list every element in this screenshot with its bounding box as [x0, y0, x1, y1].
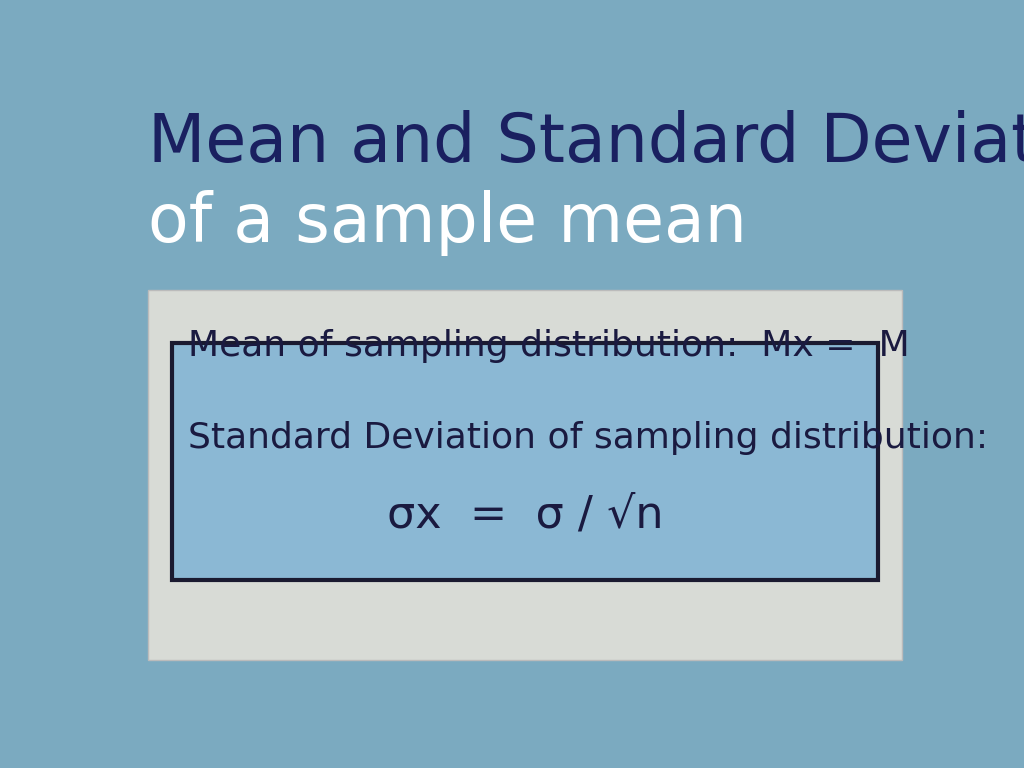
- Text: Mean and Standard Deviation: Mean and Standard Deviation: [147, 110, 1024, 176]
- FancyBboxPatch shape: [147, 290, 902, 660]
- Text: Mean of sampling distribution:  Mx =  M: Mean of sampling distribution: Mx = M: [187, 329, 909, 363]
- Text: Standard Deviation of sampling distribution:: Standard Deviation of sampling distribut…: [187, 421, 987, 455]
- Text: of a sample mean: of a sample mean: [147, 190, 746, 256]
- FancyBboxPatch shape: [172, 343, 878, 580]
- Text: σx  =  σ / √n: σx = σ / √n: [386, 494, 664, 537]
